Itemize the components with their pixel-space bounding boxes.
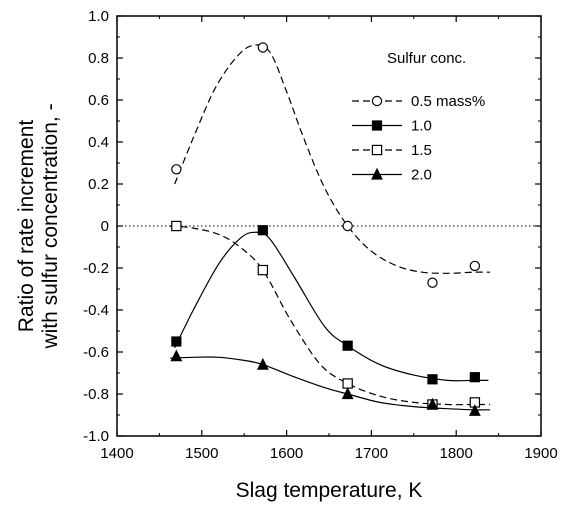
legend: Sulfur conc. 0.5 mass% 1.0 1.5 2.0 [352,50,485,184]
legend-title: Sulfur conc. [387,50,466,67]
series-markers [170,42,481,416]
legend-marker [371,167,383,180]
x-tick-label: 1600 [270,445,303,462]
y-tick-label: 0.6 [88,92,109,109]
data-point [171,336,182,347]
data-point [341,387,354,400]
x-tick-label: 1900 [524,445,557,462]
x-tick-label: 1700 [355,445,388,462]
axis-tick-labels: 1400 1500 1600 1700 1800 1900 -1.0 -0.8 -0.6 -0.4… [83,8,558,462]
axis-ticks [116,15,542,437]
data-point [171,220,182,232]
data-point [468,404,481,416]
y-tick-label: 0.4 [88,134,109,151]
y-tick-label: 0.2 [88,176,109,193]
y-tick-label: -0.4 [83,302,109,319]
data-point [257,264,269,276]
legend-label: 1.5 [411,142,432,159]
legend-marker [371,144,383,156]
data-point [257,225,268,236]
legend-marker [371,95,383,107]
x-tick-label: 1400 [100,445,133,462]
y-tick-label: -0.8 [83,386,109,403]
x-tick-label: 1500 [185,445,218,462]
legend-label: 0.5 mass% [411,93,485,110]
data-point [426,397,439,410]
y-tick-label: 0 [101,218,109,235]
y-tick-label: -1.0 [83,428,109,445]
data-point [469,260,481,272]
series-curve [174,231,489,382]
data-point [427,374,438,385]
x-tick-label: 1800 [440,445,473,462]
y-axis-title-line-1: Ratio of rate increment [15,120,38,333]
data-point [427,277,438,288]
y-tick-label: 1.0 [88,8,109,25]
series-curve [169,225,491,406]
legend-label: 2.0 [411,167,432,184]
data-point [469,372,480,383]
legend-marker [371,120,383,131]
x-axis-title: Slag temperature, K [236,479,423,502]
series-curve [170,356,491,411]
data-point [342,378,353,389]
y-tick-label: 0.8 [88,50,109,67]
data-point [342,220,353,232]
y-axis-title-line-2: with sulfur concentration, - [39,103,62,349]
y-tick-label: -0.2 [83,260,109,277]
data-point [342,340,353,351]
data-point [170,349,183,362]
series-curve [174,44,491,274]
data-point [256,357,269,370]
legend-label: 1.0 [411,118,432,135]
y-tick-label: -0.6 [83,344,109,361]
data-point [171,164,182,175]
data-point [257,42,269,53]
series-curves [169,44,491,411]
